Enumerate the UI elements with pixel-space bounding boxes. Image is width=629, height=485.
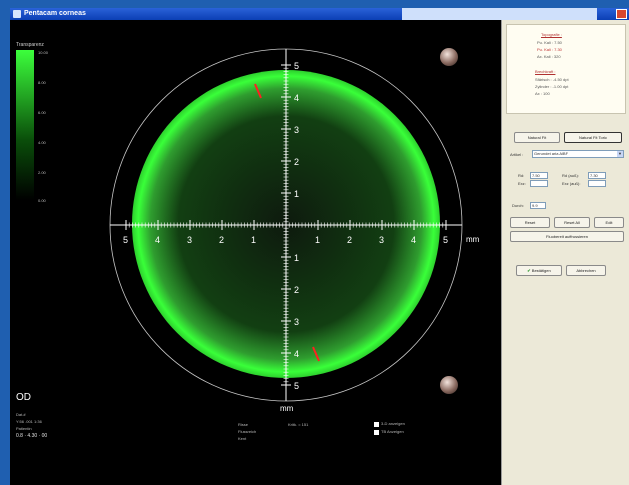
x-tick-label: 2 [219,235,224,245]
topo-title: Topografie : [541,32,562,37]
rotate-knob-top[interactable] [440,48,458,66]
lens-marker-bottom [312,346,320,362]
title-bar-highlight [402,8,597,20]
checkbox-tb[interactable] [374,430,379,435]
x-axis-labels: 5 4 3 2 1 1 2 3 4 5 [123,235,448,245]
measurement-info-box: Topografie : Pu. Kali : 7.50 Pu. Kali : … [506,24,626,114]
confirm-label: Bestätigen [531,268,551,273]
trans-line: Zylinder : -1.00 dpt [535,84,569,89]
y-tick-label: 1 [294,189,299,199]
x-tick-label: 1 [251,235,256,245]
x-tick-label: 2 [347,235,352,245]
x-tick-label: 4 [411,235,416,245]
artikel-value: Gerundet aria AlBF [534,151,569,156]
info-line: Kent [238,436,247,441]
app-icon [13,10,21,18]
y-tick-label: 1 [294,253,299,263]
y-axis-unit: mm [280,404,294,413]
durch-input[interactable]: 9.9 [530,202,546,209]
exz-outer-input[interactable] [588,180,606,187]
x-tick-label: 3 [187,235,192,245]
y-tick-label: 4 [294,349,299,359]
eye-label: OD [16,392,31,403]
checkmark-icon: ✔ [527,268,531,273]
title-bar[interactable]: Pentacam corneas [10,8,629,20]
y-tick-label: 2 [294,157,299,167]
info-line: Flussreich [238,429,257,434]
scale-value: 6.00 [38,110,46,115]
checkbox-3d[interactable] [374,422,379,427]
x-tick-label: 5 [443,235,448,245]
info-line: Dat.# [16,412,26,417]
field-label: Rd (auß): [562,173,579,178]
natural-fit-button[interactable]: Natural Fit [514,132,560,143]
y-tick-label: 5 [294,381,299,391]
fluo-button[interactable]: Fluobereit auffrussieren [510,231,624,242]
scale-value: 4.00 [38,140,46,145]
artikel-label: Artikel : [510,152,524,157]
trans-title: Brechkraft : [535,69,556,74]
field-label: Exz: [518,181,526,186]
natural-fit-toric-button[interactable]: Natural Fit Toric [564,132,622,143]
close-button[interactable] [616,9,627,19]
artikel-select[interactable]: Gerundet aria AlBF ▼ [532,150,624,158]
field-label: Rd: [518,173,525,178]
trans-line: Sfärisch : -4.50 dpt [535,77,569,82]
edit-button[interactable]: Edit [594,217,624,228]
rd-input[interactable]: 7.50 [530,172,548,179]
axis-ticks [125,64,447,386]
fluorescein-map: 5 4 3 2 1 1 2 3 4 5 5 4 3 2 1 1 2 3 4 5 mm mm [109,48,480,413]
exz-input[interactable] [530,180,548,187]
control-panel: Topografie : Pu. Kali : 7.50 Pu. Kali : … [501,20,629,485]
reset-all-button[interactable]: Reset All [554,217,590,228]
lens-marker-top [254,83,262,99]
application-window: Pentacam corneas 5 4 3 2 1 1 2 3 4 5 5 4 3 2 1 1 2 3 4 5 [10,8,629,485]
rd-outer-input[interactable]: 7.30 [588,172,606,179]
reset-button[interactable]: Reset [510,217,550,228]
info-line: Patientin [16,426,32,431]
scale-value: 2.00 [38,170,46,175]
topo-line: Pu. Kali : 7.50 [537,40,562,45]
chevron-down-icon[interactable]: ▼ [617,151,623,157]
topo-line: Pu. Kali : 7.30 [537,47,562,52]
rotate-knob-bottom[interactable] [440,376,458,394]
y-tick-label: 4 [294,93,299,103]
confirm-button[interactable]: ✔ Bestätigen [516,265,562,276]
y-tick-label: 5 [294,61,299,71]
abort-button[interactable]: Abbrechen [566,265,606,276]
info-line: Y:56 .001 1:36 [16,419,42,424]
field-label: Durch: [512,203,524,208]
x-tick-label: 1 [315,235,320,245]
y-tick-label: 3 [294,317,299,327]
y-tick-label: 2 [294,285,299,295]
scale-value: 10.00 [38,50,49,55]
field-label: Exz (auß): [562,181,581,186]
topo-line: Ax. Kali : 320 [537,54,561,59]
y-axis-labels: 5 4 3 2 1 1 2 3 4 5 [294,61,299,391]
x-axis-unit: mm [466,235,480,244]
scale-title: Transparenz [16,42,44,48]
window-title: Pentacam corneas [24,10,86,17]
info-line: Kritk. = 151 [288,422,309,427]
trans-line: Ax : 100 [535,91,550,96]
x-tick-label: 5 [123,235,128,245]
scale-value: 8.00 [38,80,46,85]
x-tick-label: 3 [379,235,384,245]
color-scale-bar [16,50,34,200]
checkbox-label: 3-D anzeigen [381,421,405,426]
x-tick-label: 4 [155,235,160,245]
info-line: 0.8 · 4.30 · 00 [16,433,48,439]
info-line: Risse [238,422,249,427]
checkbox-label: TB Anzeigen [381,429,404,434]
scale-value: 0.00 [38,198,46,203]
y-tick-label: 3 [294,125,299,135]
